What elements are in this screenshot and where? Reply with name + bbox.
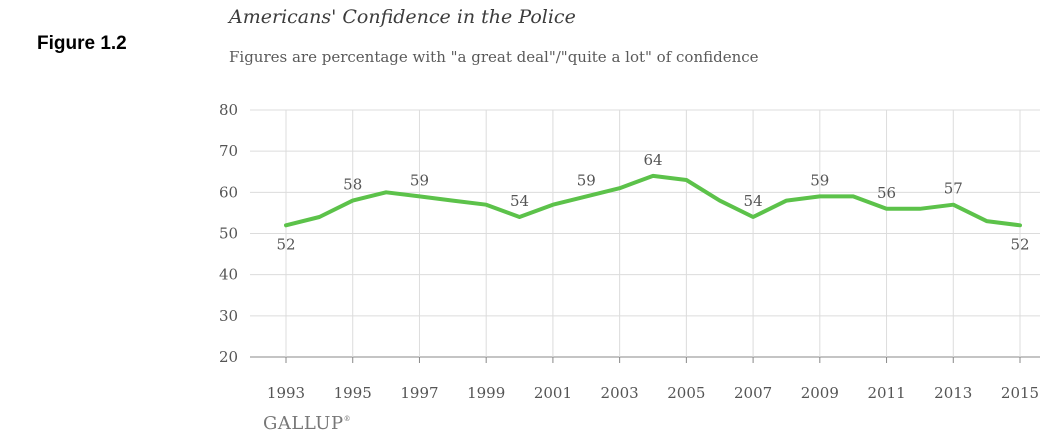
data-label: 54 [510, 192, 529, 210]
x-tick-label: 2011 [867, 384, 905, 402]
data-label: 57 [944, 180, 963, 198]
figure-label: Figure 1.2 [37, 33, 127, 54]
x-tick-label: 2007 [734, 384, 772, 402]
registered-mark: ® [343, 415, 352, 423]
gallup-logo: GALLUP® [263, 413, 351, 434]
series-line [284, 173, 1022, 228]
data-label: 59 [577, 171, 596, 189]
y-tick-label: 70 [219, 142, 238, 160]
data-label: 56 [877, 184, 896, 202]
x-tick-label: 2015 [1001, 384, 1039, 402]
x-tick-label: 1993 [267, 384, 305, 402]
x-tick-label: 1997 [400, 384, 438, 402]
x-tick-label: 2009 [801, 384, 839, 402]
x-tick-label: 2005 [667, 384, 705, 402]
chart-subtitle: Figures are percentage with "a great dea… [229, 48, 759, 66]
data-label: 52 [276, 235, 295, 253]
data-label: 59 [410, 171, 429, 189]
brand-text: GALLUP [263, 413, 344, 434]
x-tick-label: 2003 [601, 384, 639, 402]
y-tick-label: 20 [219, 348, 238, 366]
y-tick-label: 60 [219, 183, 238, 201]
data-label: 54 [744, 192, 763, 210]
x-tick-label: 1999 [467, 384, 505, 402]
data-label: 64 [643, 151, 662, 169]
y-tick-label: 40 [219, 266, 238, 284]
y-tick-label: 50 [219, 225, 238, 243]
y-tick-label: 80 [219, 101, 238, 119]
x-tick-label: 1995 [334, 384, 372, 402]
chart-title: Americans' Confidence in the Police [229, 6, 576, 28]
x-tick-label: 2013 [934, 384, 972, 402]
data-label: 58 [343, 176, 362, 194]
y-tick-label: 30 [219, 307, 238, 325]
data-label: 52 [1010, 235, 1029, 253]
x-tick-label: 2001 [534, 384, 572, 402]
data-label: 59 [810, 171, 829, 189]
